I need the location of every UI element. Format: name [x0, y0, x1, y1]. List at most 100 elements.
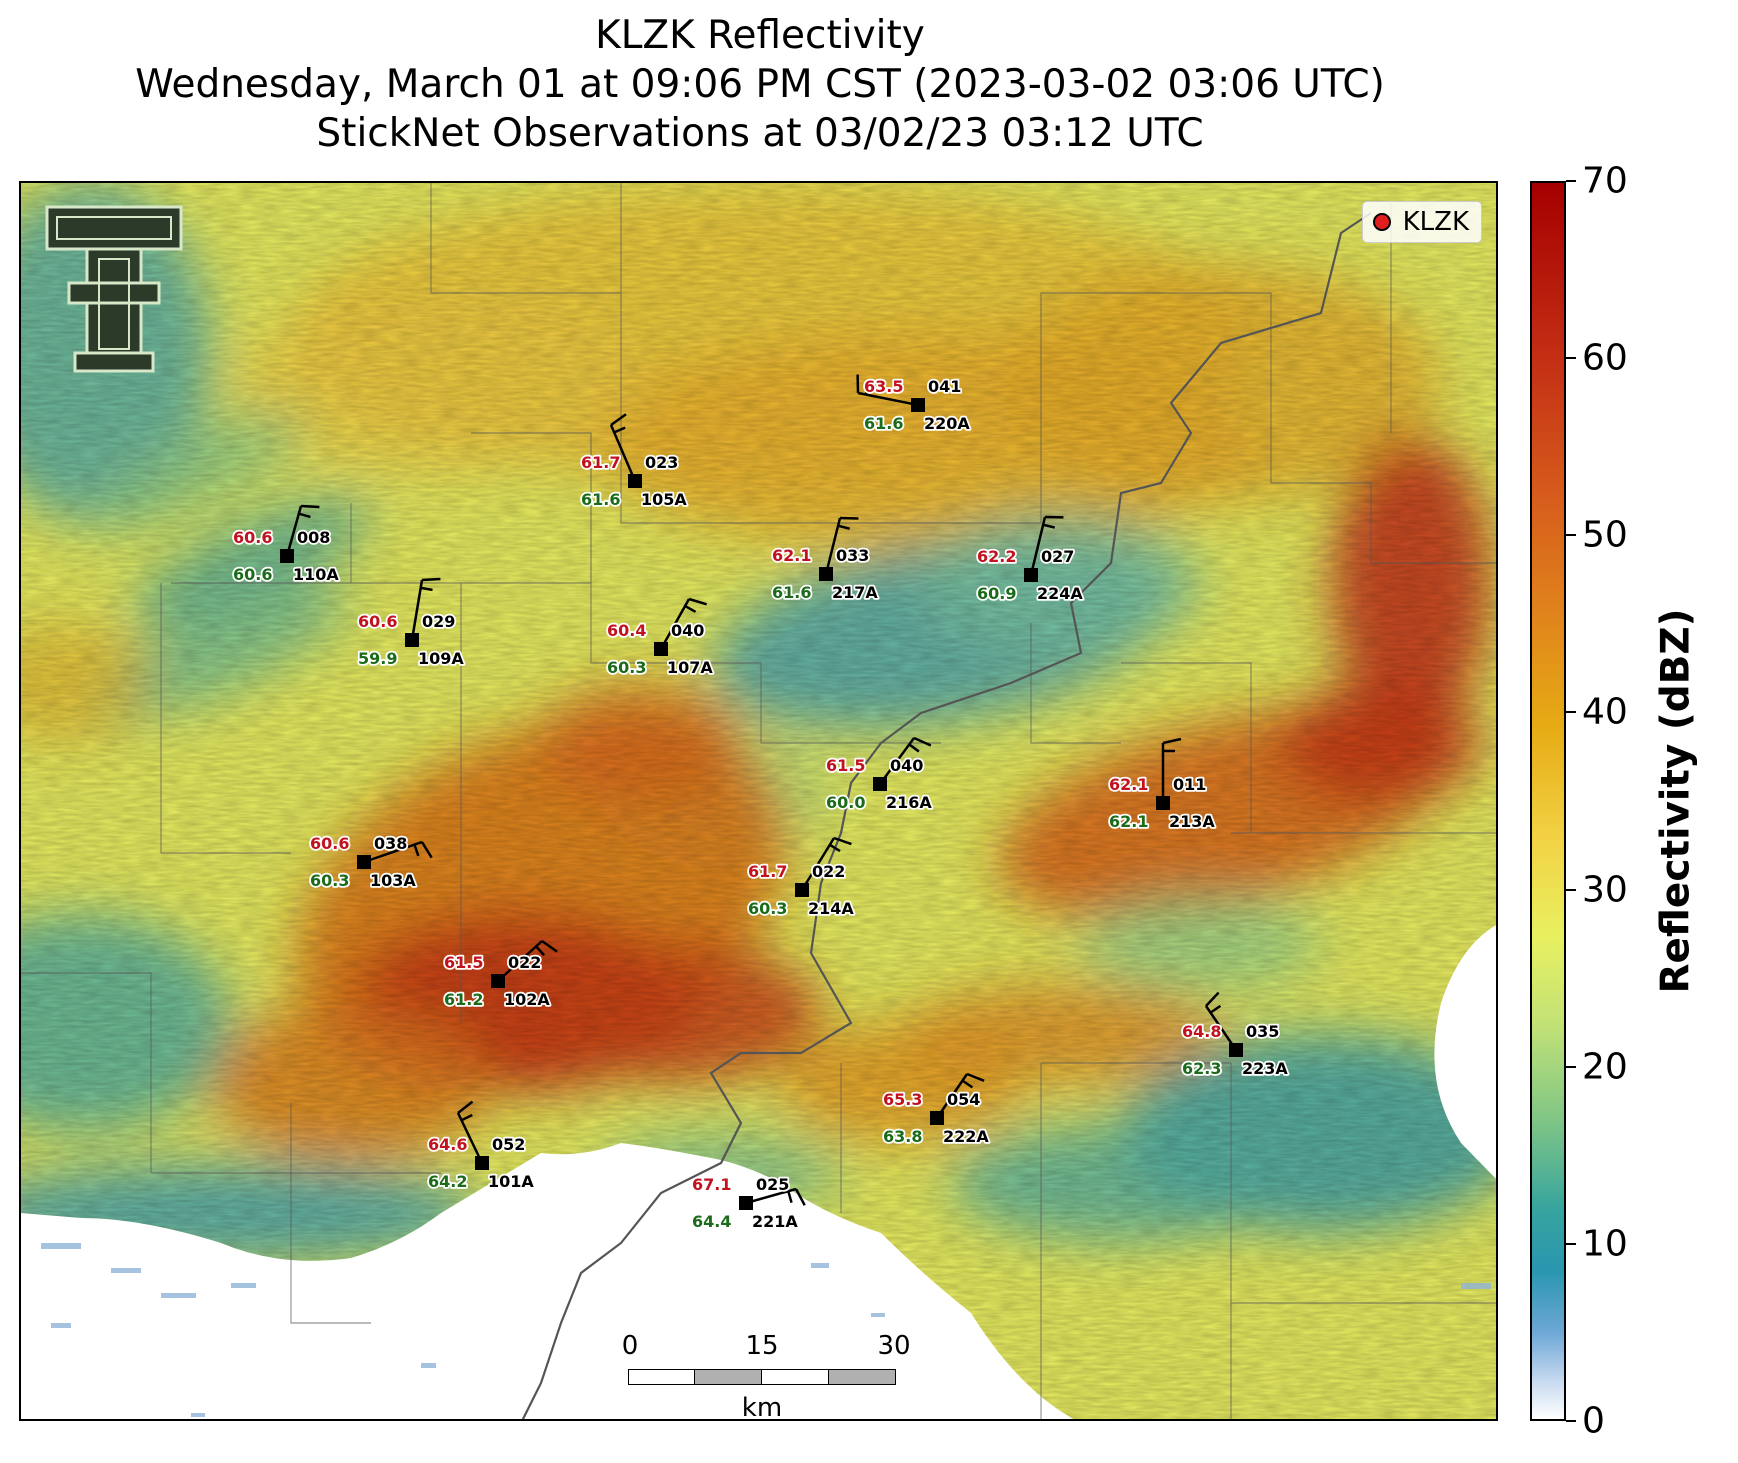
- station-plot[interactable]: 61.5 022 61.2 102A: [442, 939, 558, 1011]
- wind-barb-feather: [421, 577, 441, 582]
- station-dewpoint: 63.8: [883, 1127, 922, 1146]
- station-plot[interactable]: 67.1 025 64.4 221A: [690, 1173, 806, 1233]
- wind-barb-staff: [285, 505, 303, 557]
- station-wind-direction: 040: [890, 756, 923, 775]
- station-plot[interactable]: 62.1 011 62.1 213A: [1107, 737, 1217, 833]
- station-temperature: 60.4: [607, 621, 646, 640]
- colorbar-tick-mark: [1566, 357, 1576, 360]
- colorbar-tick-mark: [1566, 1420, 1576, 1422]
- colorbar-tick-mark: [1566, 534, 1576, 537]
- station-plot[interactable]: 65.3 054 63.8 222A: [881, 1072, 991, 1148]
- station-temperature: 62.1: [772, 546, 811, 565]
- wind-barb-feather: [913, 736, 932, 747]
- station-temperature: 64.8: [1182, 1022, 1221, 1041]
- station-id: 101A: [488, 1172, 534, 1191]
- wind-barb-feather: [1209, 1004, 1222, 1014]
- colorbar-tick-label: 30: [1582, 869, 1628, 911]
- wind-barb-staff: [1204, 1005, 1238, 1051]
- colorbar-label: Reflectivity (dBZ): [1653, 608, 1699, 994]
- wind-barb-staff: [1029, 516, 1047, 576]
- station-wind-direction: 033: [836, 546, 869, 565]
- wind-barb-staff: [857, 391, 919, 407]
- state-boundary: [521, 212, 1372, 1419]
- station-temperature: 60.6: [233, 528, 272, 547]
- station-wind-direction: 038: [374, 834, 407, 853]
- station-plot[interactable]: 60.4 040 60.3 107A: [605, 597, 715, 679]
- wind-barb-feather: [460, 1113, 473, 1122]
- station-temperature: 62.2: [977, 547, 1016, 566]
- station-wind-direction: 008: [297, 528, 330, 547]
- station-plot[interactable]: 62.1 033 61.6 217A: [770, 516, 880, 604]
- station-plot[interactable]: 64.8 035 62.3 223A: [1180, 991, 1290, 1080]
- station-plot[interactable]: 60.6 029 59.9 109A: [356, 577, 466, 670]
- station-plot[interactable]: 63.5 041 61.6 220A: [856, 374, 972, 435]
- station-id: 223A: [1242, 1059, 1288, 1078]
- station-plot[interactable]: 62.2 027 60.9 224A: [975, 515, 1085, 605]
- station-plot[interactable]: 61.5 040 60.0 216A: [824, 736, 934, 814]
- wind-barb-staff: [745, 1187, 797, 1205]
- reflectivity-colorbar: [1530, 181, 1566, 1421]
- station-wind-direction: 022: [812, 862, 845, 881]
- colorbar-tick-mark: [1566, 1242, 1576, 1245]
- wind-barb-staff: [659, 598, 691, 650]
- station-dewpoint: 61.6: [772, 583, 811, 602]
- station-plot[interactable]: 61.7 023 61.6 105A: [579, 413, 689, 511]
- wind-barb-feather: [1042, 523, 1056, 529]
- station-id: 109A: [418, 649, 464, 668]
- wind-barb-feather: [420, 586, 433, 592]
- wind-barb-staff: [800, 837, 836, 891]
- station-id: 220A: [924, 414, 970, 433]
- station-plot[interactable]: 64.6 052 64.2 101A: [426, 1100, 536, 1193]
- station-temperature: 60.6: [310, 834, 349, 853]
- station-id: 222A: [943, 1127, 989, 1146]
- station-id: 221A: [752, 1212, 798, 1231]
- station-plot[interactable]: 60.6 008 60.6 110A: [231, 504, 341, 586]
- station-plot[interactable]: 61.7 022 60.3 214A: [746, 836, 856, 920]
- colorbar-tick-label: 20: [1582, 1046, 1628, 1088]
- wind-barb-feather: [961, 1079, 974, 1089]
- colorbar-tick-label: 40: [1582, 691, 1628, 733]
- station-id: 103A: [370, 871, 416, 890]
- station-id: 213A: [1169, 812, 1215, 831]
- station-temperature: 61.7: [581, 453, 620, 472]
- station-dewpoint: 61.2: [444, 990, 483, 1009]
- wind-barb-staff: [497, 940, 543, 982]
- wind-barb-staff: [824, 517, 842, 575]
- station-wind-direction: 027: [1041, 547, 1074, 566]
- wind-barb-feather: [457, 1100, 474, 1114]
- wind-barb-feather: [787, 1190, 793, 1204]
- station-wind-direction: 023: [645, 453, 678, 472]
- radar-map: 60.6 008 60.6 110A 61.7 023 61.6 105A 63.5 041 61.…: [19, 181, 1498, 1421]
- wind-barb-staff: [410, 579, 424, 641]
- map-canvas: 60.6 008 60.6 110A 61.7 023 61.6 105A 63.5 041 61.…: [21, 183, 1496, 1419]
- station-wind-direction: 040: [671, 621, 704, 640]
- radar-site-marker-icon: [1372, 213, 1391, 231]
- wind-barb-feather: [610, 413, 627, 427]
- title-line-1: KLZK Reflectivity: [595, 13, 925, 58]
- station-plot[interactable]: 60.6 038 60.3 103A: [308, 832, 433, 892]
- station-id: 110A: [293, 565, 339, 584]
- reflectivity-field: [21, 183, 1496, 1419]
- colorbar-tick-mark: [1566, 180, 1576, 182]
- scale-unit: km: [741, 1393, 783, 1421]
- station-dewpoint: 60.3: [310, 871, 349, 890]
- station-dewpoint: 60.0: [826, 793, 865, 812]
- station-dewpoint: 64.4: [692, 1212, 731, 1231]
- light-echo-speckles: [41, 1243, 1491, 1417]
- station-marker-icon: [628, 474, 642, 488]
- station-marker-icon: [280, 549, 294, 563]
- wind-barb-feather: [1162, 737, 1182, 745]
- station-marker-icon: [357, 855, 371, 869]
- wind-barb-feather: [413, 844, 420, 857]
- scale-tick-0: 0: [621, 1331, 639, 1361]
- scale-segment: [828, 1369, 896, 1385]
- station-temperature: 64.6: [428, 1135, 467, 1154]
- station-marker-icon: [819, 567, 833, 581]
- map-legend: KLZK: [1361, 201, 1482, 243]
- station-dewpoint: 60.3: [607, 658, 646, 677]
- station-temperature: 61.7: [748, 862, 787, 881]
- wind-barb-staff: [456, 1112, 484, 1164]
- scale-tick-15: 15: [745, 1331, 779, 1361]
- station-temperature: 60.6: [358, 612, 397, 631]
- station-marker-icon: [739, 1196, 753, 1210]
